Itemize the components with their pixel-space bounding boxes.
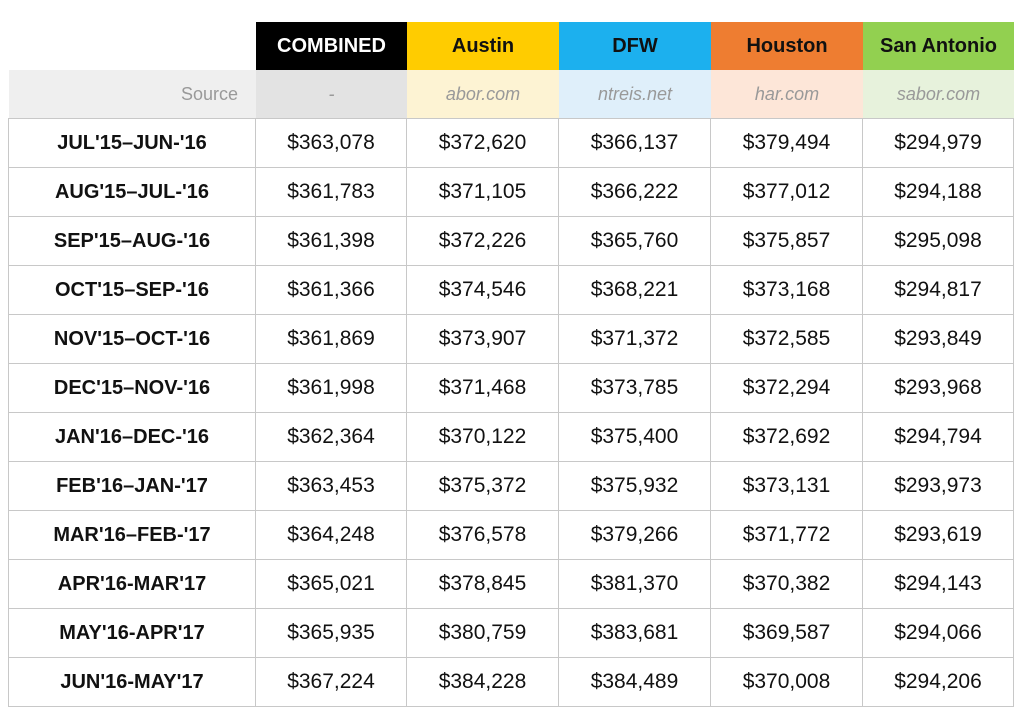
row-label: AUG'15–JUL-'16 — [8, 167, 256, 217]
value-cell: $366,222 — [558, 167, 711, 217]
value-cell: $365,760 — [558, 216, 711, 266]
value-cell: $377,012 — [710, 167, 863, 217]
value-cell: $371,468 — [406, 363, 559, 413]
value-cell: $294,206 — [862, 657, 1014, 707]
value-cell: $361,366 — [255, 265, 407, 315]
row-label: APR'16-MAR'17 — [8, 559, 256, 609]
value-cell: $364,248 — [255, 510, 407, 560]
value-cell: $367,224 — [255, 657, 407, 707]
column-header: San Antonio — [863, 22, 1014, 70]
row-label: MAY'16-APR'17 — [8, 608, 256, 658]
value-cell: $361,398 — [255, 216, 407, 266]
row-label: NOV'15–OCT-'16 — [8, 314, 256, 364]
value-cell: $294,188 — [862, 167, 1014, 217]
value-cell: $373,785 — [558, 363, 711, 413]
value-cell: $365,935 — [255, 608, 407, 658]
value-cell: $370,008 — [710, 657, 863, 707]
value-cell: $368,221 — [558, 265, 711, 315]
row-label: MAR'16–FEB-'17 — [8, 510, 256, 560]
value-cell: $365,021 — [255, 559, 407, 609]
value-cell: $380,759 — [406, 608, 559, 658]
value-cell: $295,098 — [862, 216, 1014, 266]
value-cell: $363,078 — [255, 118, 407, 168]
value-cell: $363,453 — [255, 461, 407, 511]
value-cell: $373,168 — [710, 265, 863, 315]
column-header: DFW — [559, 22, 711, 70]
value-cell: $370,122 — [406, 412, 559, 462]
value-cell: $294,817 — [862, 265, 1014, 315]
value-cell: $384,489 — [558, 657, 711, 707]
value-cell: $373,907 — [406, 314, 559, 364]
value-cell: $369,587 — [710, 608, 863, 658]
row-label: JUN'16-MAY'17 — [8, 657, 256, 707]
value-cell: $375,372 — [406, 461, 559, 511]
column-header: Houston — [711, 22, 863, 70]
value-cell: $370,382 — [710, 559, 863, 609]
value-cell: $294,794 — [862, 412, 1014, 462]
row-label: OCT'15–SEP-'16 — [8, 265, 256, 315]
value-cell: $372,692 — [710, 412, 863, 462]
source-label: Source — [9, 70, 256, 118]
source-cell: abor.com — [407, 70, 559, 118]
value-cell: $381,370 — [558, 559, 711, 609]
value-cell: $379,266 — [558, 510, 711, 560]
value-cell: $294,979 — [862, 118, 1014, 168]
value-cell: $372,585 — [710, 314, 863, 364]
value-cell: $371,372 — [558, 314, 711, 364]
value-cell: $374,546 — [406, 265, 559, 315]
value-cell: $372,294 — [710, 363, 863, 413]
source-cell: ntreis.net — [559, 70, 711, 118]
value-cell: $379,494 — [710, 118, 863, 168]
value-cell: $378,845 — [406, 559, 559, 609]
row-label: DEC'15–NOV-'16 — [8, 363, 256, 413]
row-label: SEP'15–AUG-'16 — [8, 216, 256, 266]
value-cell: $383,681 — [558, 608, 711, 658]
value-cell: $375,857 — [710, 216, 863, 266]
value-cell: $293,849 — [862, 314, 1014, 364]
value-cell: $375,932 — [558, 461, 711, 511]
value-cell: $366,137 — [558, 118, 711, 168]
source-cell: har.com — [711, 70, 863, 118]
value-cell: $375,400 — [558, 412, 711, 462]
value-cell: $376,578 — [406, 510, 559, 560]
value-cell: $361,998 — [255, 363, 407, 413]
value-cell: $293,619 — [862, 510, 1014, 560]
row-label: JAN'16–DEC-'16 — [8, 412, 256, 462]
row-label: FEB'16–JAN-'17 — [8, 461, 256, 511]
column-header: COMBINED — [256, 22, 407, 70]
value-cell: $371,105 — [406, 167, 559, 217]
source-cell: sabor.com — [863, 70, 1014, 118]
value-cell: $361,783 — [255, 167, 407, 217]
row-label: JUL'15–JUN-'16 — [8, 118, 256, 168]
value-cell: $361,869 — [255, 314, 407, 364]
value-cell: $362,364 — [255, 412, 407, 462]
value-cell: $373,131 — [710, 461, 863, 511]
value-cell: $372,620 — [406, 118, 559, 168]
value-cell: $294,066 — [862, 608, 1014, 658]
value-cell: $293,973 — [862, 461, 1014, 511]
value-cell: $371,772 — [710, 510, 863, 560]
value-cell: $372,226 — [406, 216, 559, 266]
value-cell: $294,143 — [862, 559, 1014, 609]
column-header: Austin — [407, 22, 559, 70]
source-cell: - — [256, 70, 407, 118]
value-cell: $384,228 — [406, 657, 559, 707]
value-cell: $293,968 — [862, 363, 1014, 413]
